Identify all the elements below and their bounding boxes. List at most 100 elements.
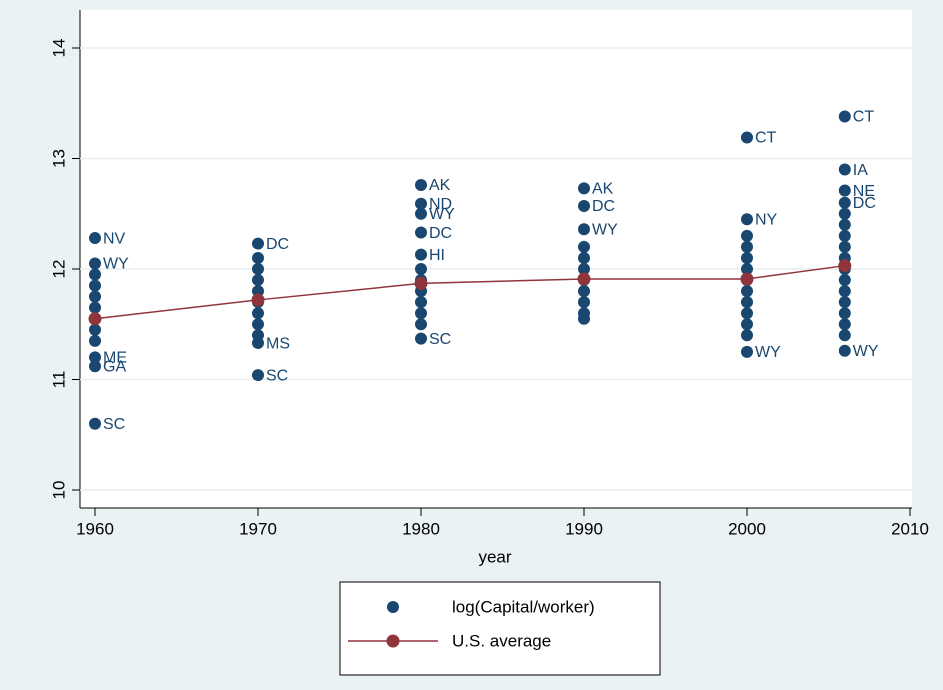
data-point [838, 329, 851, 342]
legend-marker [387, 601, 399, 613]
legend-marker [386, 634, 400, 648]
average-point [251, 293, 265, 307]
point-label: DC [853, 195, 876, 212]
data-point [252, 369, 264, 382]
data-point [838, 218, 851, 231]
data-point [89, 323, 101, 336]
point-label: NV [103, 230, 126, 247]
data-point [838, 229, 851, 242]
point-label: ND [429, 196, 452, 213]
data-point [741, 131, 753, 144]
data-point [89, 268, 101, 281]
data-point [89, 232, 101, 245]
data-point [741, 307, 753, 320]
x-tick-label: 1970 [239, 519, 277, 538]
point-label: WY [592, 221, 618, 238]
data-point [741, 213, 753, 226]
point-label: DC [429, 225, 452, 242]
data-point [741, 251, 753, 264]
data-point [252, 318, 264, 331]
point-label: DC [592, 198, 615, 215]
data-point [838, 184, 851, 197]
average-point [88, 312, 102, 326]
data-point [252, 329, 264, 342]
point-label: AK [592, 181, 614, 198]
data-point [578, 285, 590, 298]
average-point [740, 272, 754, 286]
data-point [741, 318, 753, 331]
data-point [252, 263, 264, 275]
legend-label: U.S. average [452, 631, 551, 650]
data-point [415, 226, 427, 239]
average-point [414, 276, 428, 290]
data-point [415, 318, 427, 331]
data-point [838, 207, 851, 220]
point-label: ME [103, 350, 127, 367]
x-tick-label: 1990 [565, 519, 603, 538]
data-point [415, 179, 427, 192]
data-point [838, 163, 851, 176]
data-point [415, 248, 427, 261]
data-point [415, 207, 427, 220]
data-point [89, 334, 101, 347]
data-point [838, 285, 851, 298]
y-tick-label: 12 [49, 260, 68, 279]
point-label: CT [853, 109, 875, 126]
point-label: SC [266, 367, 288, 384]
point-label: WY [755, 344, 781, 361]
data-point [252, 237, 264, 250]
data-point [838, 274, 851, 287]
data-point [89, 417, 101, 430]
y-tick-label: 10 [49, 481, 68, 500]
data-point [89, 279, 101, 292]
data-point [741, 296, 753, 309]
point-label: CT [755, 130, 777, 147]
data-point [578, 251, 590, 264]
data-point [838, 307, 851, 320]
point-label: WY [429, 206, 455, 223]
data-point [578, 312, 590, 325]
point-label: WY [103, 256, 129, 273]
point-label: HI [429, 247, 445, 264]
data-point [578, 182, 590, 195]
data-point [415, 307, 427, 320]
x-tick-label: 1960 [76, 519, 114, 538]
data-point [578, 200, 590, 213]
data-point [415, 332, 427, 345]
data-point [741, 263, 753, 275]
x-tick-label: 2010 [891, 519, 929, 538]
data-point [741, 240, 753, 253]
data-point [741, 229, 753, 242]
point-label: NE [853, 183, 875, 200]
plot-area [80, 10, 912, 508]
data-point [89, 351, 101, 364]
data-point [578, 223, 590, 236]
point-label: DC [266, 236, 289, 253]
y-tick-label: 11 [49, 371, 68, 389]
x-tick-label: 2000 [728, 519, 766, 538]
data-point [838, 296, 851, 309]
point-label: SC [429, 331, 451, 348]
data-point [252, 285, 264, 298]
data-point [415, 197, 427, 210]
data-point [838, 240, 851, 253]
data-point [838, 196, 851, 209]
data-point [838, 110, 851, 123]
y-tick-label: 13 [49, 149, 68, 168]
point-label: AK [429, 177, 451, 194]
data-point [578, 263, 590, 275]
data-point [89, 257, 101, 270]
point-label: MS [266, 335, 290, 352]
data-point [741, 285, 753, 298]
data-point [578, 296, 590, 309]
point-label: GA [103, 358, 126, 375]
data-point [415, 263, 427, 275]
data-point [89, 290, 101, 303]
average-line [94, 264, 845, 320]
average-point [838, 259, 852, 273]
data-point [89, 301, 101, 314]
data-point [838, 344, 851, 357]
data-point [741, 329, 753, 342]
y-tick-label: 14 [49, 39, 68, 58]
point-label: WY [853, 343, 879, 360]
